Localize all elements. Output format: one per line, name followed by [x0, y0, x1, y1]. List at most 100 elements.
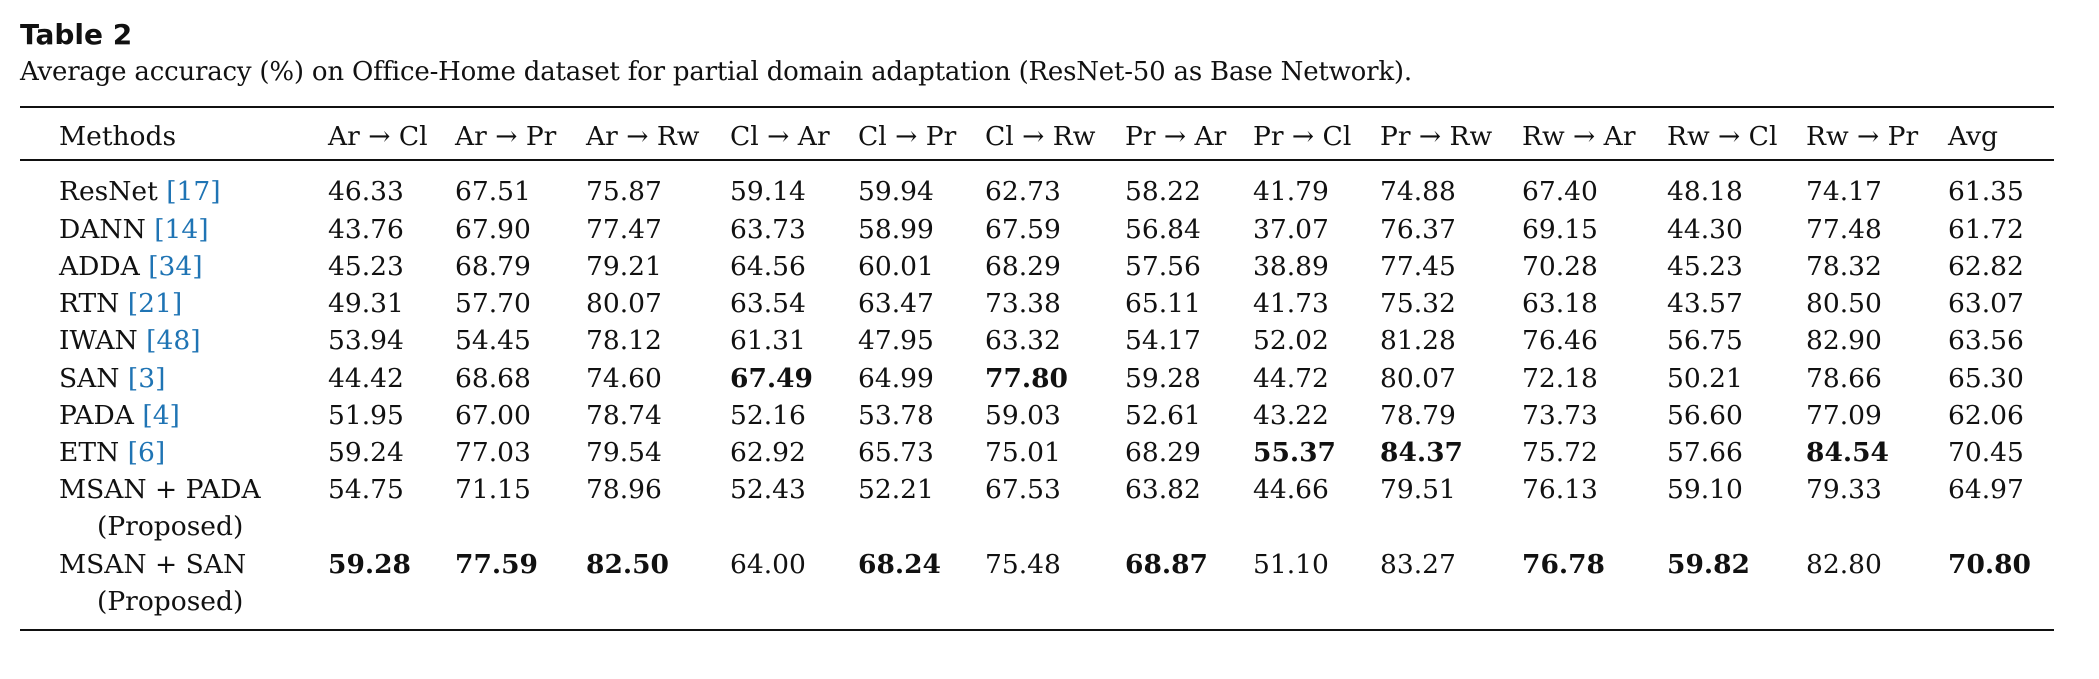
method-name: PADA [4]: [59, 400, 180, 431]
table-cell: 63.82: [1125, 474, 1201, 505]
method-name: ResNet [17]: [59, 176, 221, 207]
table-cell: 68.68: [455, 363, 531, 394]
table-cell: 48.18: [1667, 176, 1743, 207]
table-cell: 62.73: [985, 176, 1061, 207]
table-cell: 64.97: [1948, 474, 2024, 505]
table-cell: 59.03: [985, 400, 1061, 431]
table-cell: 44.72: [1253, 363, 1329, 394]
table-cell: 43.22: [1253, 400, 1329, 431]
table-cell: 65.30: [1948, 363, 2024, 394]
table-cell: 43.57: [1667, 288, 1743, 319]
table-cell: 70.45: [1948, 437, 2024, 468]
table-cell: 77.48: [1806, 214, 1882, 245]
method-label: MSAN + SAN: [59, 549, 247, 580]
top-rule: [20, 106, 2054, 108]
citation-link[interactable]: [48]: [146, 325, 201, 356]
table-cell: 44.30: [1667, 214, 1743, 245]
table-cell: 69.15: [1522, 214, 1598, 245]
table-cell: 58.22: [1125, 176, 1201, 207]
method-subtitle: (Proposed): [97, 586, 244, 617]
table-cell: 76.13: [1522, 474, 1598, 505]
citation-link[interactable]: [3]: [127, 363, 166, 394]
table-cell: 82.90: [1806, 325, 1882, 356]
table-cell: 54.17: [1125, 325, 1201, 356]
table-cell: 84.37: [1380, 437, 1463, 468]
table-cell: 75.87: [586, 176, 662, 207]
table-cell: 54.75: [328, 474, 404, 505]
table-cell: 59.94: [858, 176, 934, 207]
column-header: Ar → Rw: [586, 121, 700, 152]
table-cell: 59.28: [328, 549, 411, 580]
table-cell: 77.45: [1380, 251, 1456, 282]
table-cell: 68.29: [1125, 437, 1201, 468]
column-header: Pr → Ar: [1125, 121, 1227, 152]
table-label: Table 2: [20, 18, 133, 51]
table-cell: 63.32: [985, 325, 1061, 356]
table-cell: 75.72: [1522, 437, 1598, 468]
table-cell: 79.21: [586, 251, 662, 282]
method-label: IWAN: [59, 325, 138, 356]
table-cell: 50.21: [1667, 363, 1743, 394]
table-cell: 57.66: [1667, 437, 1743, 468]
bottom-rule: [20, 629, 2054, 631]
table-cell: 71.15: [455, 474, 531, 505]
table-cell: 67.90: [455, 214, 531, 245]
citation-link[interactable]: [17]: [166, 176, 221, 207]
table-cell: 62.92: [730, 437, 806, 468]
method-label: PADA: [59, 400, 134, 431]
table-cell: 56.84: [1125, 214, 1201, 245]
table-cell: 75.32: [1380, 288, 1456, 319]
table-cell: 64.99: [858, 363, 934, 394]
table-cell: 44.42: [328, 363, 404, 394]
method-name: SAN [3]: [59, 363, 166, 394]
method-label: RTN: [59, 288, 120, 319]
table-cell: 45.23: [1667, 251, 1743, 282]
citation-link[interactable]: [6]: [127, 437, 166, 468]
table-cell: 52.16: [730, 400, 806, 431]
table-cell: 65.73: [858, 437, 934, 468]
table-cell: 68.79: [455, 251, 531, 282]
table-cell: 45.23: [328, 251, 404, 282]
table-cell: 78.74: [586, 400, 662, 431]
column-header: Pr → Cl: [1253, 121, 1352, 152]
table-cell: 59.82: [1667, 549, 1750, 580]
citation-link[interactable]: [21]: [127, 288, 183, 319]
table-cell: 68.24: [858, 549, 941, 580]
table-cell: 52.21: [858, 474, 934, 505]
table-cell: 77.09: [1806, 400, 1882, 431]
table-cell: 78.12: [586, 325, 662, 356]
column-header: Rw → Ar: [1522, 121, 1636, 152]
column-header: Ar → Cl: [328, 121, 428, 152]
table-cell: 59.10: [1667, 474, 1743, 505]
table-cell: 76.46: [1522, 325, 1598, 356]
table-cell: 43.76: [328, 214, 404, 245]
table-cell: 63.07: [1948, 288, 2024, 319]
table-cell: 61.72: [1948, 214, 2024, 245]
table-cell: 52.43: [730, 474, 806, 505]
table-cell: 38.89: [1253, 251, 1329, 282]
table-cell: 49.31: [328, 288, 404, 319]
table-cell: 56.60: [1667, 400, 1743, 431]
method-label: DANN: [59, 214, 146, 245]
table-cell: 68.29: [985, 251, 1061, 282]
citation-link[interactable]: [4]: [142, 400, 180, 431]
table-cell: 70.80: [1948, 549, 2031, 580]
table-cell: 67.59: [985, 214, 1061, 245]
table-cell: 58.99: [858, 214, 934, 245]
table-cell: 52.02: [1253, 325, 1329, 356]
table-cell: 59.28: [1125, 363, 1201, 394]
table-cell: 77.03: [455, 437, 531, 468]
table-cell: 79.54: [586, 437, 662, 468]
table-cell: 64.56: [730, 251, 806, 282]
citation-link[interactable]: [14]: [154, 214, 209, 245]
table-cell: 78.79: [1380, 400, 1456, 431]
method-label: SAN: [59, 363, 120, 394]
table-cell: 67.00: [455, 400, 531, 431]
table-cell: 44.66: [1253, 474, 1329, 505]
table-cell: 72.18: [1522, 363, 1598, 394]
table-cell: 63.18: [1522, 288, 1598, 319]
method-label: ETN: [59, 437, 120, 468]
citation-link[interactable]: [34]: [148, 251, 203, 282]
table-cell: 74.17: [1806, 176, 1882, 207]
method-name: ADDA [34]: [59, 251, 203, 282]
